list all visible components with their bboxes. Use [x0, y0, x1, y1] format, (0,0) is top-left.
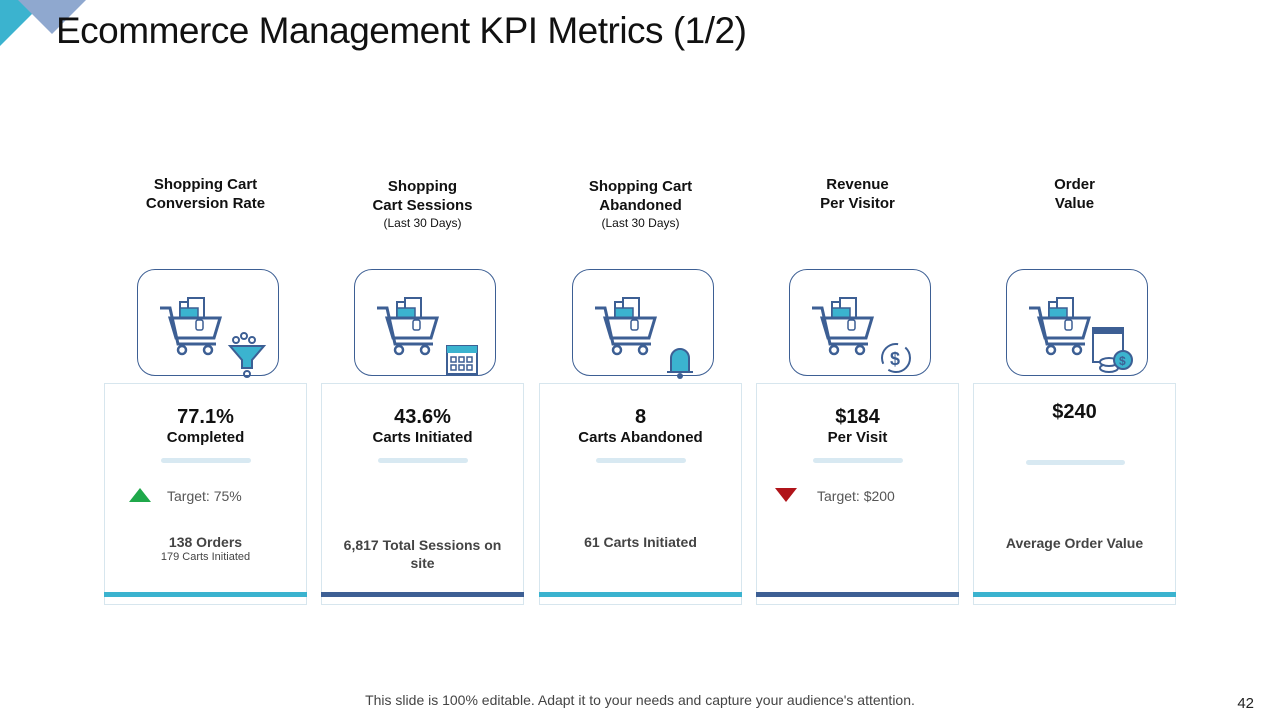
divider	[1026, 460, 1125, 465]
kpi-heading-line2: Abandoned	[599, 197, 682, 214]
kpi-label: Completed	[166, 429, 245, 446]
kpi-heading-line1: Shopping Cart	[153, 176, 258, 193]
kpi-target: Target: $200	[817, 488, 895, 504]
kpi-value: $184	[835, 406, 880, 428]
kpi-icon-box	[572, 269, 714, 379]
kpi-heading: Order Value	[973, 175, 1176, 213]
kpi-heading-line2: Conversion Rate	[145, 195, 266, 212]
kpi-label: Carts Abandoned	[578, 429, 703, 446]
kpi-card: 8 Carts Abandoned 61 Carts Initiated	[539, 383, 742, 605]
kpi-accent-bar	[973, 592, 1176, 597]
kpi-footnote: 6,817 Total Sessions on site	[322, 536, 523, 572]
kpi-icon-box: $	[789, 269, 931, 376]
kpi-card: $240 Average Order Value	[973, 383, 1176, 605]
kpi-footnote: Average Order Value	[974, 534, 1175, 552]
kpi-footnote-main: 138 Orders	[168, 534, 243, 550]
kpi-footnote: 61 Carts Initiated	[540, 533, 741, 551]
divider	[813, 458, 903, 463]
divider	[378, 458, 468, 463]
divider	[161, 458, 251, 463]
kpi-card: $184 Per Visit Target: $200	[756, 383, 959, 605]
kpi-footnote: 138 Orders 179 Carts Initiated	[105, 533, 306, 564]
kpi-heading-line2: Per Visitor	[820, 195, 895, 212]
kpi-icon-box	[137, 269, 279, 378]
kpi-heading-line1: Shopping	[387, 178, 458, 195]
kpi-accent-bar	[539, 592, 742, 597]
kpi-heading-line1: Revenue	[826, 176, 889, 193]
kpi-card: 77.1% Completed Target: 75% 138 Orders 17…	[104, 383, 307, 605]
kpi-footnote-main: 61 Carts Initiated	[584, 534, 697, 550]
kpi-heading: Revenue Per Visitor	[756, 175, 959, 213]
kpi-label: Per Visit	[827, 429, 888, 446]
kpi-period: (Last 30 Days)	[601, 216, 680, 230]
cart-calendar-icon	[377, 297, 478, 375]
kpi-heading-line1: Shopping Cart	[588, 178, 693, 195]
kpi-accent-bar	[104, 592, 307, 597]
kpi-label: Carts Initiated	[372, 429, 473, 446]
cart-invoice-coins-icon: $	[1029, 297, 1133, 373]
kpi-card: 43.6% Carts Initiated 6,817 Total Sessio…	[321, 383, 524, 605]
kpi-icon-box	[354, 269, 496, 376]
kpi-icon-box: $	[1006, 269, 1148, 376]
page-title: Ecommerce Management KPI Metrics (1/2)	[56, 10, 747, 51]
kpi-footnote-main: 6,817 Total Sessions on site	[343, 537, 502, 571]
trend-down-icon	[775, 488, 797, 502]
kpi-accent-bar	[321, 592, 524, 597]
kpi-value: 43.6%	[394, 406, 451, 428]
kpi-value: $240	[1052, 401, 1097, 423]
kpi-heading-line2: Cart Sessions	[372, 197, 473, 214]
corner-decoration	[18, 0, 86, 34]
kpi-footnote-detail: 179 Carts Initiated	[160, 551, 251, 563]
kpi-value: 8	[634, 406, 647, 428]
kpi-heading: Shopping Cart Sessions (Last 30 Days)	[321, 177, 524, 231]
svg-text:$: $	[1119, 354, 1126, 368]
kpi-heading: Shopping Cart Conversion Rate	[104, 175, 307, 213]
trend-up-icon	[129, 488, 151, 502]
footer-note: This slide is 100% editable. Adapt it to…	[365, 692, 915, 708]
svg-text:$: $	[890, 349, 900, 369]
page-number: 42	[1237, 695, 1254, 712]
kpi-accent-bar	[756, 592, 959, 597]
cart-funnel-icon	[160, 297, 267, 378]
kpi-heading: Shopping Cart Abandoned (Last 30 Days)	[539, 177, 742, 231]
kpi-value: 77.1%	[177, 406, 234, 428]
kpi-heading-line2: Value	[1054, 195, 1095, 212]
kpi-target: Target: 75%	[167, 488, 242, 504]
divider	[596, 458, 686, 463]
cart-dollar-cycle-icon: $	[812, 297, 911, 373]
kpi-heading-line1: Order	[1054, 176, 1095, 193]
kpi-period: (Last 30 Days)	[383, 216, 462, 230]
kpi-footnote-main: Average Order Value	[1005, 535, 1144, 551]
cart-bell-icon	[595, 297, 693, 379]
